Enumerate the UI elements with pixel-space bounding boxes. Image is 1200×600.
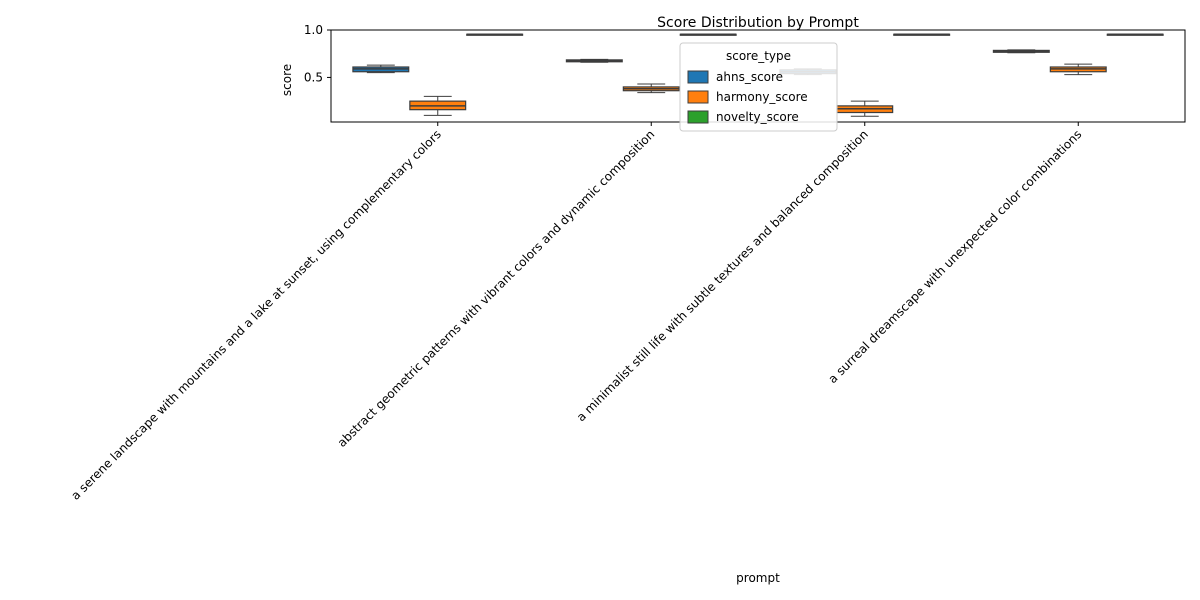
- legend-label: harmony_score: [716, 90, 808, 104]
- box-novelty_score-2: [893, 33, 951, 36]
- legend-item-novelty_score[interactable]: novelty_score: [687, 110, 799, 124]
- chart-title: Score Distribution by Prompt: [657, 15, 859, 31]
- legend-swatch: [687, 90, 709, 104]
- box-harmony_score-0: [409, 95, 467, 116]
- box-harmony_score-1: [622, 83, 680, 94]
- box-ahns_score-0: [352, 64, 410, 74]
- y-tick-label: 0.5: [304, 70, 323, 84]
- legend[interactable]: score_type ahns_score harmony_scorenovelty…: [679, 42, 838, 132]
- box-novelty_score-3: [1106, 33, 1164, 36]
- box-harmony_score-3: [1049, 63, 1107, 76]
- legend-label: novelty_score: [716, 110, 799, 124]
- legend-swatch: [687, 70, 709, 84]
- legend-swatch: [687, 110, 709, 124]
- box-novelty_score-0: [466, 33, 524, 36]
- legend-label: ahns_score: [716, 70, 783, 84]
- box-ahns_score-1: [565, 58, 623, 63]
- y-axis-label: score: [280, 64, 294, 96]
- box-ahns_score-3: [992, 49, 1050, 54]
- legend-title: score_type: [726, 49, 791, 63]
- legend-item-harmony_score[interactable]: harmony_score: [687, 90, 808, 104]
- legend-item-ahns_score[interactable]: ahns_score: [687, 70, 783, 84]
- box-novelty_score-1: [679, 33, 737, 36]
- y-axis: 0.5 1.0: [304, 23, 331, 84]
- legend-frame: [679, 42, 838, 132]
- y-tick-label: 1.0: [304, 23, 323, 37]
- x-axis-label: prompt: [736, 571, 780, 585]
